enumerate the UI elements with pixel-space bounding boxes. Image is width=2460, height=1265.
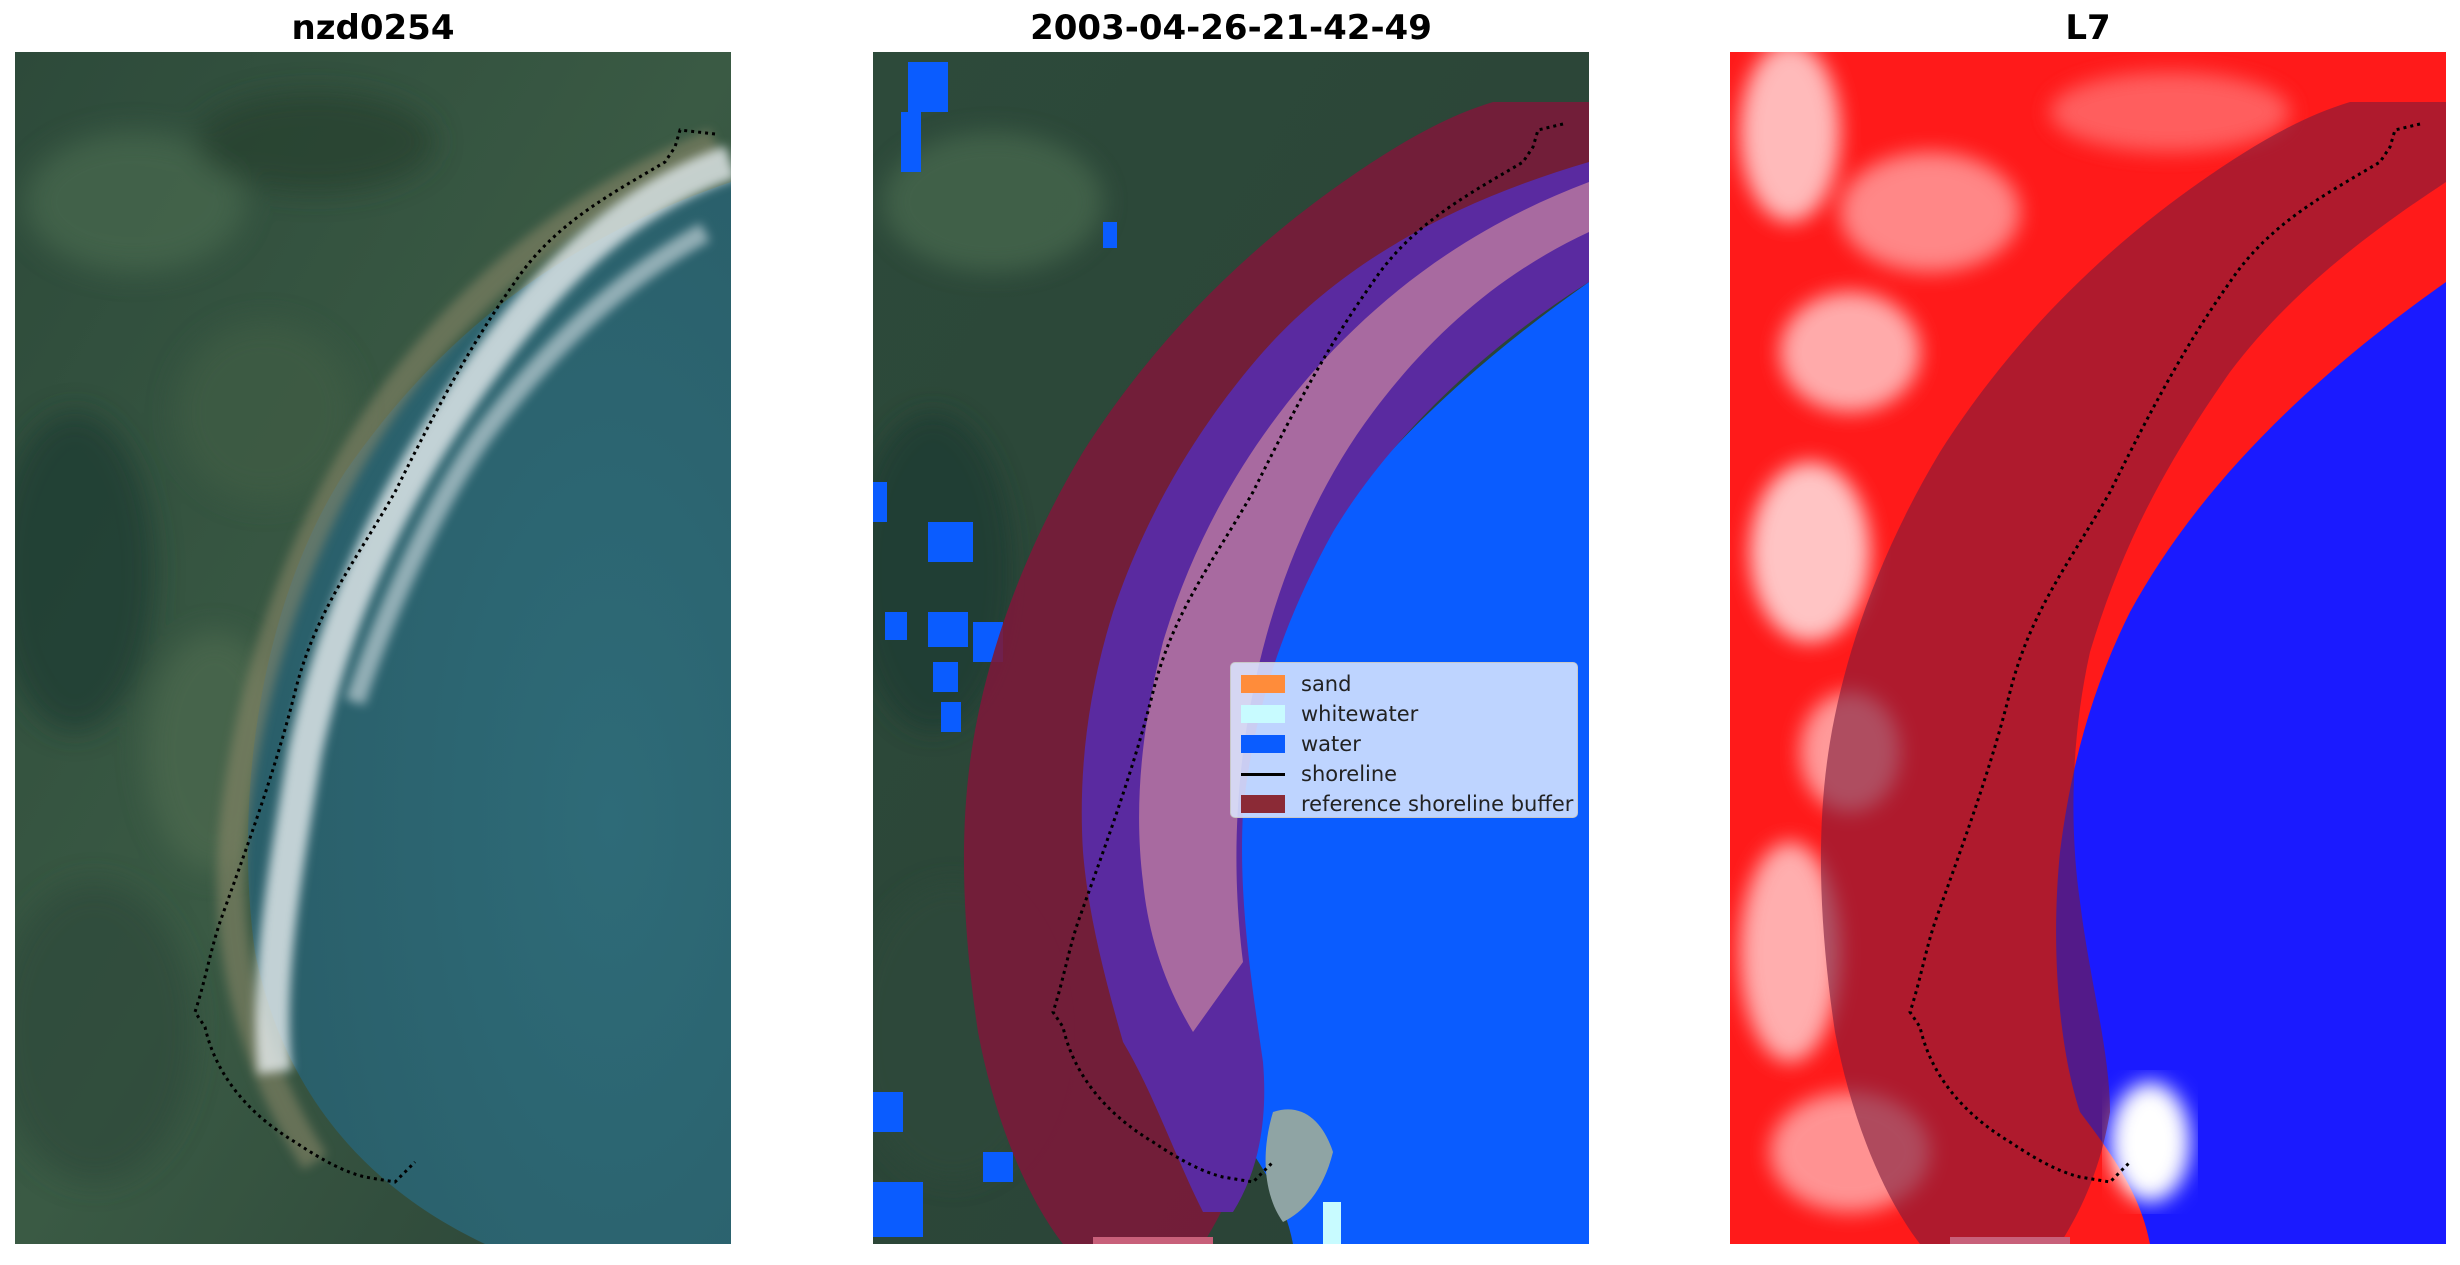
legend-line-shoreline bbox=[1241, 772, 1285, 776]
legend-swatch-water bbox=[1241, 735, 1285, 753]
legend-swatch-sand bbox=[1241, 675, 1285, 693]
legend-item-buffer: reference shoreline buffer bbox=[1241, 789, 1573, 819]
legend-swatch-whitewater bbox=[1241, 705, 1285, 723]
panel-title-left: nzd0254 bbox=[291, 8, 455, 48]
legend-item-whitewater: whitewater bbox=[1241, 699, 1567, 729]
legend: sand whitewater water shoreline referenc… bbox=[1230, 662, 1578, 818]
panel-title-right: L7 bbox=[2065, 8, 2111, 48]
legend-label-buffer: reference shoreline buffer bbox=[1301, 792, 1574, 816]
legend-label-water: water bbox=[1301, 732, 1361, 756]
legend-swatch-buffer bbox=[1241, 795, 1285, 813]
legend-label-sand: sand bbox=[1301, 672, 1352, 696]
panel-title-middle: 2003-04-26-21-42-49 bbox=[1030, 8, 1432, 48]
legend-item-shoreline: shoreline bbox=[1241, 759, 1567, 789]
legend-label-shoreline: shoreline bbox=[1301, 762, 1398, 786]
classification-map bbox=[873, 52, 1589, 1244]
l7-index-map bbox=[1730, 52, 2446, 1244]
legend-item-sand: sand bbox=[1241, 669, 1567, 699]
legend-item-water: water bbox=[1241, 729, 1567, 759]
legend-label-whitewater: whitewater bbox=[1301, 702, 1419, 726]
satellite-rgb-image bbox=[15, 52, 731, 1244]
